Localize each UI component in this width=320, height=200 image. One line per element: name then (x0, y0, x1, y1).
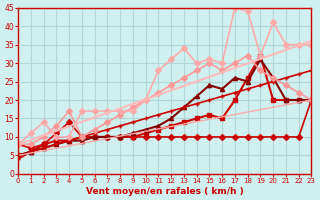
X-axis label: Vent moyen/en rafales ( km/h ): Vent moyen/en rafales ( km/h ) (86, 187, 244, 196)
